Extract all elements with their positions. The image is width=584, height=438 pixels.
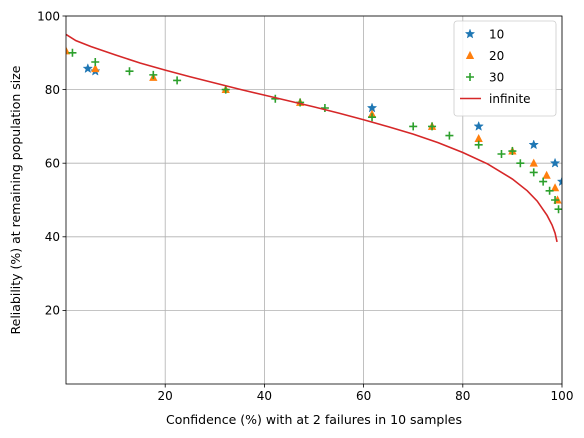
y-tick-label: 40 (45, 230, 60, 244)
data-point (550, 183, 560, 192)
data-point (508, 147, 517, 156)
data-point (82, 63, 94, 74)
data-point (554, 205, 562, 214)
plot-frame (65, 15, 563, 385)
y-tick-label: 60 (45, 157, 60, 171)
data-point (529, 158, 538, 167)
legend-label: 20 (489, 49, 504, 63)
data-point (497, 150, 506, 158)
data-point (542, 170, 551, 179)
series-30 (68, 48, 562, 214)
series-line (66, 33, 558, 243)
data-point (545, 186, 554, 195)
data-point (474, 133, 483, 142)
x-tick-label: 40 (257, 389, 272, 403)
y-tick-label: 20 (45, 304, 60, 318)
data-point (91, 64, 100, 73)
legend-swatch (465, 50, 475, 59)
legend-label: infinite (489, 92, 531, 106)
data-point (428, 122, 437, 131)
data-point (368, 113, 377, 122)
data-point (473, 120, 484, 131)
y-tick-label: 80 (45, 83, 60, 97)
legend-label: 10 (489, 27, 504, 41)
x-tick-label: 60 (356, 389, 371, 403)
data-point (221, 85, 230, 94)
data-point (409, 122, 418, 131)
legend: 10 20 30 infinite (453, 20, 557, 117)
data-point (516, 159, 525, 168)
legend-box (453, 20, 557, 117)
x-tick-label: 20 (158, 389, 173, 403)
data-point (529, 168, 538, 177)
data-point (528, 139, 539, 150)
legend-label: 30 (489, 70, 504, 84)
data-point (91, 58, 100, 66)
series-infinite (66, 33, 558, 243)
data-point (149, 70, 158, 79)
x-tick-label: 100 (551, 389, 574, 403)
y-tick-label: 100 (37, 9, 60, 23)
y-axis-label: Reliability (%) at remaining population … (8, 65, 23, 334)
data-point (549, 157, 561, 168)
data-point (68, 48, 77, 57)
data-point (539, 177, 548, 186)
x-axis-label: Confidence (%) with at 2 failures in 10 … (166, 412, 462, 427)
data-point (556, 176, 562, 187)
legend-swatch (464, 28, 476, 39)
data-point (445, 131, 454, 140)
data-point (551, 196, 560, 204)
data-point (125, 67, 134, 76)
series-layer (66, 33, 562, 243)
x-tick-label: 80 (455, 389, 470, 403)
legend-swatch (466, 73, 474, 81)
data-point (474, 140, 483, 149)
axis-ticks: 20 40 60 80 100 20 40 60 80 100 (37, 9, 573, 403)
data-point (173, 76, 182, 85)
data-point (66, 46, 71, 55)
data-point (320, 104, 329, 112)
